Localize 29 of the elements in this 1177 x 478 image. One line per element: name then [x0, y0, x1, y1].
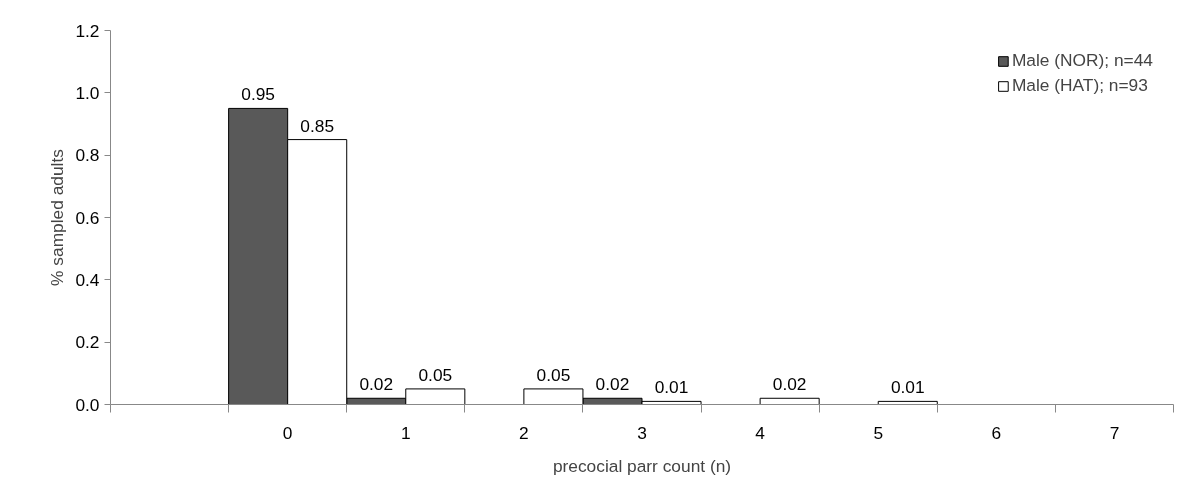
- data-label: 0.95: [241, 84, 276, 105]
- x-tick-label: 2: [519, 422, 529, 443]
- data-label: 0.02: [595, 374, 630, 395]
- x-axis-title: precocial parr count (n): [552, 455, 732, 476]
- data-label: 0.02: [359, 374, 394, 395]
- x-tick-label: 1: [400, 422, 411, 443]
- x-tick-label: 7: [1109, 422, 1120, 443]
- x-tick-label: 6: [991, 422, 1002, 443]
- legend-label: Male (HAT); n=93: [1011, 75, 1148, 96]
- y-tick-label: 0.0: [75, 394, 100, 415]
- y-tick-label: 1.0: [75, 82, 100, 103]
- data-label: 0.05: [536, 364, 571, 385]
- y-tick-label: 1.2: [75, 20, 100, 41]
- data-label: 0.85: [300, 115, 335, 136]
- x-tick-label: 3: [637, 422, 647, 443]
- y-tick-label: 0.2: [75, 332, 100, 353]
- legend-label: Male (NOR); n=44: [1011, 50, 1153, 71]
- y-axis-title: % sampled adults: [47, 148, 68, 286]
- x-tick-label: 5: [873, 422, 884, 443]
- x-tick-label: 0: [282, 422, 293, 443]
- data-label: 0.01: [654, 377, 689, 398]
- data-label: 0.02: [772, 374, 807, 395]
- bar: [759, 397, 820, 405]
- y-tick-label: 0.4: [75, 269, 100, 290]
- y-tick-label: 0.8: [75, 145, 100, 166]
- y-tick-label: 0.6: [75, 207, 100, 228]
- x-tick-label: 4: [755, 422, 766, 443]
- data-label: 0.05: [418, 364, 453, 385]
- data-label: 0.01: [890, 377, 925, 398]
